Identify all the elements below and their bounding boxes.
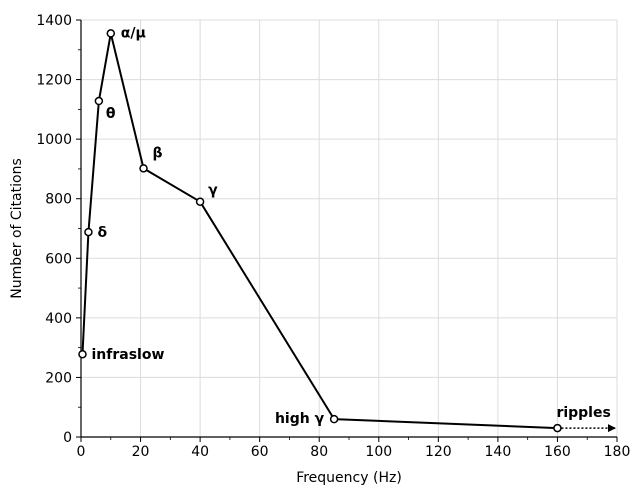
point-label: high γ	[275, 411, 325, 427]
y-tick-label: 1400	[36, 13, 72, 29]
y-tick-label: 1200	[36, 73, 72, 89]
series-line	[81, 32, 558, 430]
x-tick-label: 100	[365, 444, 392, 460]
y-tick-label: 600	[45, 251, 72, 267]
data-point	[94, 96, 104, 106]
x-tick-label: 60	[251, 444, 269, 460]
x-tick-label: 80	[310, 444, 328, 460]
x-tick-label: 120	[425, 444, 452, 460]
y-tick-label: 200	[45, 370, 72, 386]
point-label: γ	[208, 183, 218, 199]
point-label: θ	[106, 106, 116, 122]
data-point	[195, 197, 205, 206]
x-tick-label: 160	[544, 444, 571, 460]
x-tick-label: 40	[191, 444, 209, 460]
point-label: ripples	[556, 405, 610, 421]
point-label: δ	[97, 225, 107, 241]
y-tick-label: 400	[45, 311, 72, 327]
y-tick-label: 1000	[36, 132, 72, 148]
x-axis-title: Frequency (Hz)	[296, 470, 402, 486]
point-label: α/μ	[121, 25, 146, 41]
x-tick-label: 180	[604, 444, 631, 460]
y-axis-title: Number of Citations	[9, 158, 25, 298]
x-tick-label: 20	[132, 444, 150, 460]
axes	[80, 20, 617, 438]
y-tick-label: 800	[45, 192, 72, 208]
y-tick-label: 0	[63, 430, 72, 446]
ticks: 0 20 40 60 80 100 120 140 160 180 0 200 400 600 800 100…	[36, 13, 630, 460]
data-point	[106, 29, 116, 38]
point-labels: infraslow δ θ α/μ β γ high γ ripples	[91, 25, 610, 427]
point-label: β	[153, 145, 163, 161]
data-point	[78, 349, 87, 359]
x-tick-label: 0	[77, 444, 86, 460]
x-tick-label: 140	[485, 444, 512, 460]
data-point	[84, 227, 93, 237]
grid	[81, 19, 618, 437]
series	[78, 29, 616, 433]
point-label: infraslow	[91, 347, 164, 363]
data-point	[139, 164, 148, 173]
data-point	[329, 414, 339, 424]
data-point	[553, 423, 562, 433]
